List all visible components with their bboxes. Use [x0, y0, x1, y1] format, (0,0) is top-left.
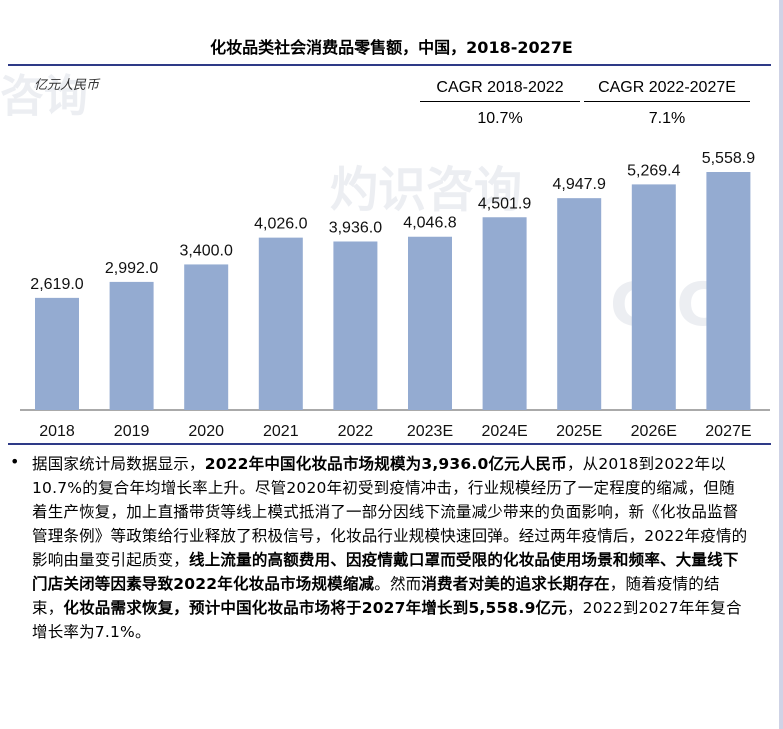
- cagr-2-value: 7.1%: [648, 110, 686, 127]
- x-tick-label-2024E: 2024E: [481, 423, 527, 440]
- bar-2027E: [706, 172, 751, 410]
- data-label-2020: 3,400.0: [180, 242, 233, 259]
- x-tick-label-2018: 2018: [39, 423, 75, 440]
- bar-2022: [333, 241, 378, 410]
- bar-2019: [109, 281, 154, 410]
- paragraph-segment: ，从2018到2022年以10.7%的复合年均增长率上升。尽管2020年初受到疫…: [32, 455, 748, 569]
- data-label-2019: 2,992.0: [105, 260, 158, 277]
- cagr-1-label: CAGR 2018-2022: [420, 79, 580, 102]
- x-tick-label-2026E: 2026E: [631, 423, 677, 440]
- data-label-2024E: 4,501.9: [478, 195, 531, 212]
- title-rule: [8, 64, 771, 66]
- y-unit-label: 亿元人民币: [34, 78, 100, 93]
- bar-2025E: [557, 198, 602, 410]
- data-label-2022: 3,936.0: [329, 219, 382, 236]
- bar-2021: [258, 237, 303, 410]
- x-tick-label-2027E: 2027E: [705, 423, 751, 440]
- x-tick-label-2025E: 2025E: [556, 423, 602, 440]
- paragraph-segment: 化妆品需求恢复，预计中国化妆品市场将于2027年增长到5,558.9亿元: [63, 599, 567, 617]
- bar-chart: 2,619.0 2018 2,992.0 2019 3,400.0 2020 4,026.0…: [20, 150, 770, 440]
- bar-2018: [35, 297, 79, 410]
- x-tick-label-2023E: 2023E: [407, 423, 453, 440]
- x-tick-label-2020: 2020: [188, 423, 224, 440]
- paragraph-segment: 线上流量的高额费用、因疫情戴口罩而受限的化妆品使用场景和频率、大量线下门店关闭等…: [32, 551, 739, 593]
- data-label-2027E: 5,558.9: [702, 150, 755, 167]
- data-label-2018: 2,619.0: [30, 276, 83, 293]
- data-label-2023E: 4,046.8: [403, 215, 456, 232]
- paragraph-segment: 据国家统计局数据显示，: [32, 455, 205, 473]
- paragraph-segment: 。然而: [374, 575, 422, 593]
- bar-2023E: [408, 236, 452, 410]
- x-tick-label-2022: 2022: [338, 423, 374, 440]
- window-edge: [779, 0, 783, 729]
- summary-paragraph: 据国家统计局数据显示，2022年中国化妆品市场规模为3,936.0亿元人民币，从…: [32, 452, 750, 644]
- section-divider: [8, 443, 771, 445]
- paragraph-segment: ，随着疫情的结束，: [32, 575, 720, 617]
- paragraph-segment: ，2022到2027年年复合增长率为7.1%。: [32, 599, 742, 641]
- x-tick-label-2021: 2021: [263, 423, 299, 440]
- paragraph-segment: 消费者对美的追求长期存在: [421, 575, 610, 593]
- bar-2024E: [482, 217, 527, 410]
- data-label-2021: 4,026.0: [254, 216, 307, 233]
- data-label-2026E: 5,269.4: [627, 162, 680, 179]
- chart-title: 化妆品类社会消费品零售额，中国，2018-2027E: [210, 38, 573, 57]
- data-label-2025E: 4,947.9: [553, 176, 606, 193]
- cagr-1-value: 10.7%: [477, 110, 523, 127]
- cagr-2-label: CAGR 2022-2027E: [584, 79, 750, 102]
- bar-2020: [184, 264, 229, 410]
- x-tick-label-2019: 2019: [114, 423, 150, 440]
- bar-2026E: [631, 184, 676, 410]
- bullet-icon: •: [10, 452, 20, 471]
- paragraph-segment: 2022年中国化妆品市场规模为3,936.0亿元人民币: [204, 455, 567, 473]
